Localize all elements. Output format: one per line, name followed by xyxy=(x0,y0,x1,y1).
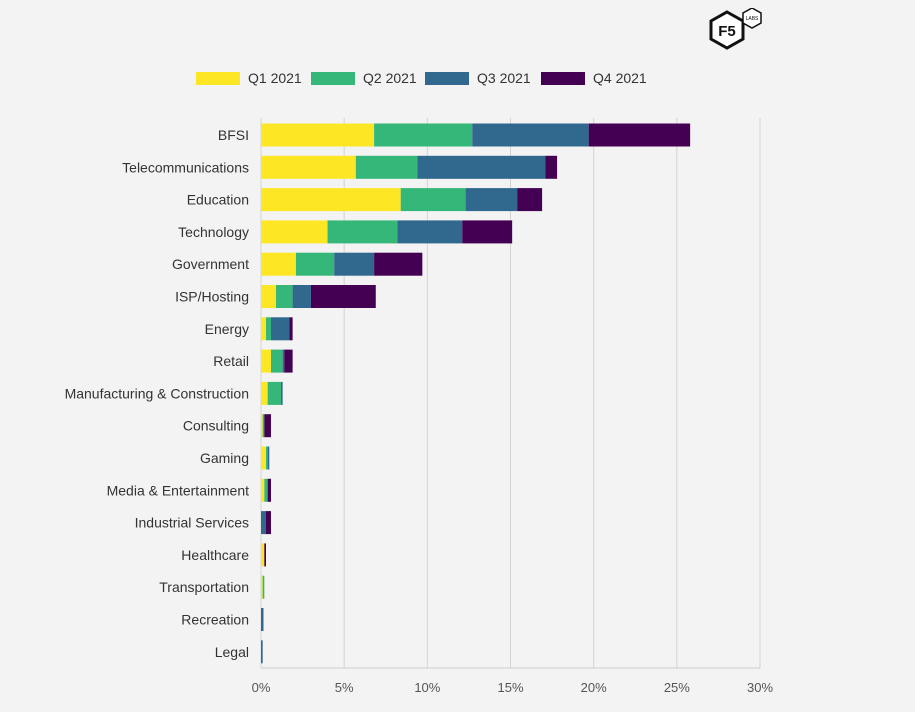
bar-segment[interactable] xyxy=(261,188,401,212)
legend-swatch xyxy=(425,71,469,85)
legend-item[interactable]: Q4 2021 xyxy=(541,68,647,88)
y-category-label: Education xyxy=(187,192,249,208)
x-tick-label: 30% xyxy=(747,680,773,695)
bar-segment[interactable] xyxy=(267,381,281,405)
y-category-label: Gaming xyxy=(200,450,249,466)
bar-segment[interactable] xyxy=(261,543,265,567)
bar-segment[interactable] xyxy=(327,220,398,244)
legend-label: Q1 2021 xyxy=(248,70,302,86)
x-tick-label: 15% xyxy=(497,680,523,695)
y-category-label: Media & Entertainment xyxy=(107,482,250,498)
y-category-label: Industrial Services xyxy=(135,515,249,531)
x-tick-label: 0% xyxy=(252,680,271,695)
bar-segment[interactable] xyxy=(295,252,335,276)
bar-segment[interactable] xyxy=(517,188,543,212)
bar-segment[interactable] xyxy=(472,123,589,147)
x-tick-label: 25% xyxy=(664,680,690,695)
chart-legend: Q1 2021 Q2 2021 Q3 2021 Q4 2021 xyxy=(0,68,915,88)
bar-segment[interactable] xyxy=(267,446,270,470)
bar-segment[interactable] xyxy=(280,381,283,405)
y-category-label: Legal xyxy=(215,644,249,660)
legend-swatch xyxy=(196,71,240,85)
logo-text: F5 xyxy=(718,23,736,40)
y-category-label: Healthcare xyxy=(181,547,249,563)
y-category-label: Retail xyxy=(213,353,249,369)
bar-segment[interactable] xyxy=(261,511,266,535)
bar-segment[interactable] xyxy=(261,349,271,373)
bar-segment[interactable] xyxy=(588,123,691,147)
bar-segment[interactable] xyxy=(264,414,271,438)
logo-badge-text: LABS xyxy=(746,16,759,22)
bar-segment[interactable] xyxy=(292,285,311,308)
bar-segment[interactable] xyxy=(261,608,264,631)
y-category-label: Consulting xyxy=(183,418,249,434)
bar-segment[interactable] xyxy=(264,543,266,567)
bar-segment[interactable] xyxy=(261,123,375,147)
bar-segment[interactable] xyxy=(261,220,328,244)
legend-item[interactable]: Q2 2021 xyxy=(311,68,417,88)
y-category-label: Technology xyxy=(178,224,249,240)
bar-segment[interactable] xyxy=(270,317,290,341)
bar-segment[interactable] xyxy=(267,478,271,502)
x-tick-label: 10% xyxy=(414,680,440,695)
x-tick-label: 20% xyxy=(581,680,607,695)
y-category-label: ISP/Hosting xyxy=(175,289,249,305)
bar-segment[interactable] xyxy=(465,188,518,212)
legend-item[interactable]: Q1 2021 xyxy=(196,68,302,88)
bar-segment[interactable] xyxy=(462,220,513,244)
y-category-label: Recreation xyxy=(181,612,249,628)
bar-segment[interactable] xyxy=(262,414,265,438)
y-category-label: Transportation xyxy=(159,579,249,595)
bar-segment[interactable] xyxy=(275,285,293,308)
bar-segment[interactable] xyxy=(310,285,376,308)
bar-segment[interactable] xyxy=(400,188,466,212)
bar-segment[interactable] xyxy=(265,317,271,341)
x-tick-label: 5% xyxy=(335,680,354,695)
bar-segment[interactable] xyxy=(265,446,268,470)
bar-segment[interactable] xyxy=(355,155,418,179)
legend-label: Q4 2021 xyxy=(593,70,647,86)
y-category-label: Telecommunications xyxy=(122,159,249,175)
bar-segment[interactable] xyxy=(262,575,265,599)
y-category-label: BFSI xyxy=(218,127,249,143)
bar-segment[interactable] xyxy=(261,446,266,470)
bar-segment[interactable] xyxy=(261,381,268,405)
f5-labs-logo: F5 LABS xyxy=(705,7,779,54)
bar-segment[interactable] xyxy=(261,285,276,308)
bar-segment[interactable] xyxy=(261,478,265,502)
bar-segment[interactable] xyxy=(261,155,356,179)
y-category-label: Government xyxy=(172,256,249,272)
bar-segment[interactable] xyxy=(261,252,296,276)
bar-segment[interactable] xyxy=(397,220,463,244)
bar-segment[interactable] xyxy=(265,511,271,535)
bar-segment[interactable] xyxy=(284,349,293,373)
legend-label: Q3 2021 xyxy=(477,70,531,86)
legend-item[interactable]: Q3 2021 xyxy=(425,68,531,88)
bar-segment[interactable] xyxy=(261,317,266,341)
legend-swatch xyxy=(541,71,585,85)
bar-segment[interactable] xyxy=(261,575,263,599)
legend-label: Q2 2021 xyxy=(363,70,417,86)
bar-segment[interactable] xyxy=(374,123,473,147)
bar-segment[interactable] xyxy=(374,252,423,276)
bar-segment[interactable] xyxy=(334,252,375,276)
y-category-label: Energy xyxy=(205,321,249,337)
bar-segment[interactable] xyxy=(264,478,268,502)
bar-segment[interactable] xyxy=(282,349,285,373)
bar-segment[interactable] xyxy=(270,349,283,373)
bar-segment[interactable] xyxy=(417,155,546,179)
bar-segment[interactable] xyxy=(289,317,293,341)
bar-segment[interactable] xyxy=(261,414,263,438)
bar-segment[interactable] xyxy=(545,155,558,179)
y-category-label: Manufacturing & Construction xyxy=(65,385,249,401)
legend-swatch xyxy=(311,71,355,85)
bar-segment[interactable] xyxy=(261,640,263,664)
